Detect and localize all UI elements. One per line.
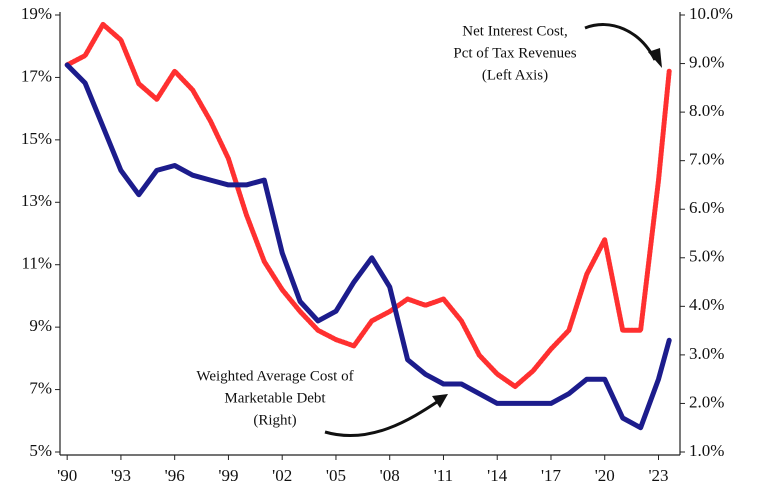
annotation: Pct of Tax Revenues [453, 45, 576, 61]
y2-tick-label: 8.0% [689, 101, 724, 120]
y2-tick-label: 7.0% [689, 150, 724, 169]
y-tick-label: 15% [21, 129, 52, 148]
x-tick-label: '17 [541, 466, 562, 485]
y2-tick-label: 9.0% [689, 52, 724, 71]
x-tick-label: '05 [326, 466, 346, 485]
y-tick-label: 17% [21, 66, 52, 85]
y-tick-label: 19% [21, 4, 52, 23]
x-tick-label: '93 [111, 466, 131, 485]
y-tick-label: 13% [21, 191, 52, 210]
annotation: (Right) [253, 412, 296, 428]
x-tick-label: '90 [57, 466, 77, 485]
x-tick-label: '08 [380, 466, 400, 485]
x-tick-label: '20 [595, 466, 615, 485]
x-tick-label: '23 [648, 466, 668, 485]
arrow-head [648, 48, 662, 68]
annotation: Net Interest Cost, [462, 23, 567, 39]
x-tick-label: '11 [434, 466, 453, 485]
axes [59, 12, 681, 456]
y2-tick-label: 2.0% [689, 392, 724, 411]
series-line [64, 62, 672, 431]
y2-tick-label: 6.0% [689, 198, 724, 217]
y-tick-label: 7% [29, 378, 52, 397]
series-line [64, 21, 672, 389]
y-tick-label: 5% [29, 441, 52, 460]
x-tick-label: '99 [218, 466, 238, 485]
annotation: (Left Axis) [482, 67, 548, 83]
x-tick-label: '96 [165, 466, 185, 485]
annotation: Weighted Average Cost of [196, 368, 353, 384]
y-tick-label: 11% [21, 254, 52, 273]
x-tick-label: '14 [487, 466, 508, 485]
y2-tick-label: 1.0% [689, 441, 724, 460]
x-tick-label: '02 [272, 466, 292, 485]
arrow-head [432, 394, 448, 408]
y2-tick-label: 10.0% [689, 4, 733, 23]
annotation: Marketable Debt [224, 390, 326, 406]
arrow [324, 398, 441, 438]
y-tick-label: 9% [29, 316, 52, 335]
y2-tick-label: 3.0% [689, 344, 724, 363]
y2-tick-label: 5.0% [689, 247, 724, 266]
y2-tick-label: 4.0% [689, 295, 724, 314]
